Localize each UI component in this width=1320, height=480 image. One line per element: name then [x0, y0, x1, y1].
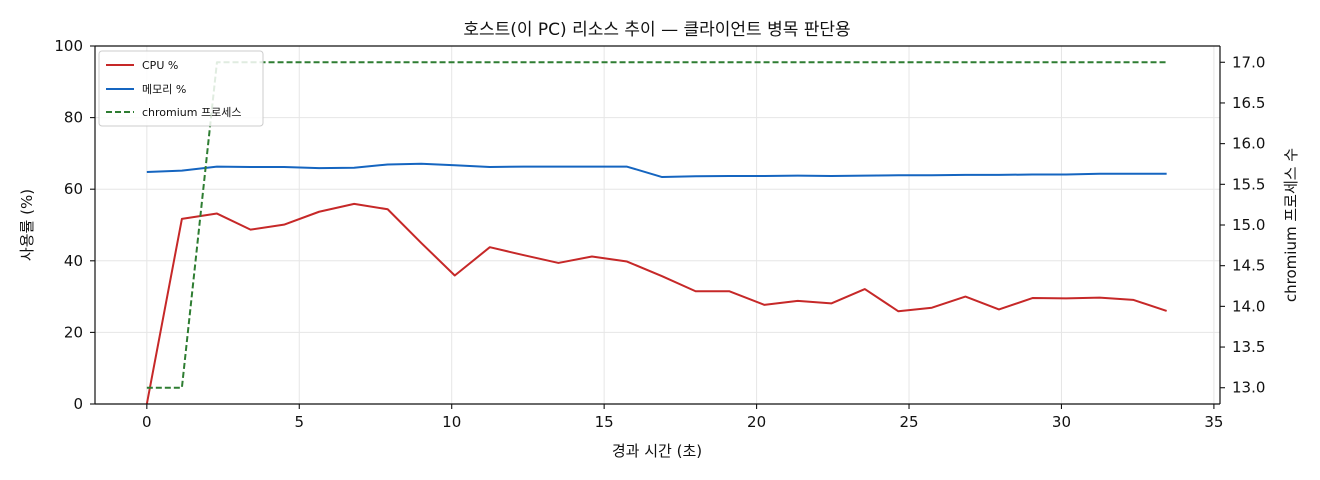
y-tick-label: 60 [64, 180, 83, 198]
x-axis-ticks: 0 5 10 15 20 25 30 35 [142, 404, 1223, 431]
right-axis-ticks: 13.0 13.5 14.0 14.5 15.0 15.5 16.0 16.5 17.0 [1220, 53, 1265, 397]
right-tick-label: 16.5 [1232, 94, 1265, 112]
x-tick-label: 0 [142, 413, 152, 431]
x-tick-label: 20 [747, 413, 766, 431]
y-axis-ticks: 0 20 40 60 80 100 [54, 37, 95, 413]
chromium-line [146, 61, 1167, 389]
right-tick-label: 17.0 [1232, 53, 1265, 71]
y-tick-label: 20 [64, 323, 83, 341]
legend-label-chromium: chromium 프로세스 [142, 106, 241, 119]
series-layer [145, 61, 1167, 405]
y-tick-label: 80 [64, 109, 83, 127]
x-axis-title: 경과 시간 (초) [612, 442, 702, 460]
right-tick-label: 13.5 [1232, 338, 1265, 356]
legend-label-memory: 메모리 % [142, 83, 186, 96]
chart-title: 호스트(이 PC) 리소스 추이 — 클라이언트 병목 판단용 [463, 20, 850, 40]
cpu-line [145, 202, 1167, 405]
y-axis-title: 사용률 (%) [18, 189, 36, 261]
right-tick-label: 15.5 [1232, 175, 1265, 193]
right-tick-label: 14.5 [1232, 257, 1265, 275]
right-axis-title: chromium 프로세스 수 [1282, 148, 1300, 302]
legend: CPU % 메모리 % chromium 프로세스 [98, 50, 264, 127]
x-tick-label: 15 [595, 413, 614, 431]
x-tick-label: 10 [442, 413, 461, 431]
right-tick-label: 13.0 [1232, 379, 1265, 397]
right-tick-label: 14.0 [1232, 297, 1265, 315]
right-tick-label: 15.0 [1232, 216, 1265, 234]
y-tick-label: 100 [54, 37, 83, 55]
y-tick-label: 0 [73, 395, 83, 413]
legend-label-cpu: CPU % [142, 59, 178, 72]
memory-line [146, 162, 1167, 179]
x-tick-label: 30 [1052, 413, 1071, 431]
x-tick-label: 5 [294, 413, 304, 431]
x-tick-label: 35 [1204, 413, 1223, 431]
grid [95, 45, 1220, 405]
x-tick-label: 25 [899, 413, 918, 431]
y-tick-label: 40 [64, 252, 83, 270]
right-tick-label: 16.0 [1232, 135, 1265, 153]
legend-box [98, 50, 264, 127]
